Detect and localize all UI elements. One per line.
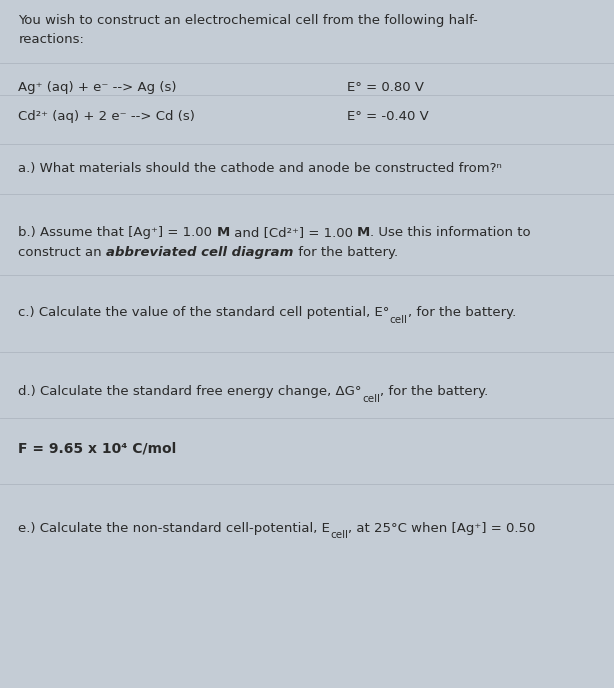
Text: Ag⁺ (aq) + e⁻ --> Ag (s): Ag⁺ (aq) + e⁻ --> Ag (s) [18, 81, 177, 94]
Text: Cd²⁺ (aq) + 2 e⁻ --> Cd (s): Cd²⁺ (aq) + 2 e⁻ --> Cd (s) [18, 110, 195, 123]
Text: M: M [217, 226, 230, 239]
Text: cell: cell [362, 394, 380, 405]
Text: , for the battery.: , for the battery. [380, 385, 488, 398]
Text: , at 25°C when [Ag⁺] = 0.50: , at 25°C when [Ag⁺] = 0.50 [348, 522, 535, 535]
Text: e.) Calculate the non-standard cell-potential, E: e.) Calculate the non-standard cell-pote… [18, 522, 330, 535]
Text: b.) Assume that [Ag⁺] = 1.00: b.) Assume that [Ag⁺] = 1.00 [18, 226, 217, 239]
Text: E° = -0.40 V: E° = -0.40 V [347, 110, 429, 123]
Text: for the battery.: for the battery. [293, 246, 398, 259]
Text: a.) What materials should the cathode and anode be constructed from?ⁿ: a.) What materials should the cathode an… [18, 162, 502, 175]
Text: M: M [357, 226, 370, 239]
Text: cell: cell [330, 530, 348, 541]
Text: c.) Calculate the value of the standard cell potential, E°: c.) Calculate the value of the standard … [18, 306, 390, 319]
Text: reactions:: reactions: [18, 33, 84, 46]
Text: d.) Calculate the standard free energy change, ΔG°: d.) Calculate the standard free energy c… [18, 385, 362, 398]
Text: E° = 0.80 V: E° = 0.80 V [347, 81, 424, 94]
Text: You wish to construct an electrochemical cell from the following half-: You wish to construct an electrochemical… [18, 14, 478, 27]
Text: F = 9.65 x 10⁴ C/mol: F = 9.65 x 10⁴ C/mol [18, 442, 177, 455]
Text: , for the battery.: , for the battery. [408, 306, 516, 319]
Text: and [Cd²⁺] = 1.00: and [Cd²⁺] = 1.00 [230, 226, 357, 239]
Text: abbreviated cell diagram: abbreviated cell diagram [106, 246, 293, 259]
Text: cell: cell [390, 315, 408, 325]
Text: . Use this information to: . Use this information to [370, 226, 531, 239]
Text: construct an: construct an [18, 246, 106, 259]
